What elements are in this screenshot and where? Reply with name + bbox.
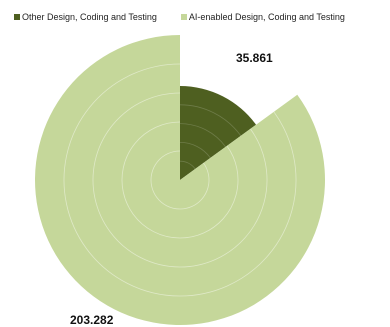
legend-swatch-other xyxy=(14,14,20,20)
grid-ring-0-0 xyxy=(179,160,196,170)
grid-ring-1-0 xyxy=(150,150,210,210)
legend-item-other: Other Design, Coding and Testing xyxy=(14,10,157,24)
data-label-ai: 203.282 xyxy=(70,313,114,327)
grid-ring-0-1 xyxy=(179,142,211,159)
grid-ring-1-1 xyxy=(121,121,239,239)
legend-label-ai: AI-enabled Design, Coding and Testing xyxy=(188,12,345,22)
pie-slice-other xyxy=(180,86,257,180)
grid-ring-1-3 xyxy=(63,63,297,297)
grid-ring-1-2 xyxy=(92,92,268,268)
pie-slices xyxy=(34,35,325,325)
pie-grid-rings xyxy=(63,63,297,297)
legend-swatch-ai xyxy=(180,14,187,20)
legend-label-other: Other Design, Coding and Testing xyxy=(22,12,157,22)
chart-legend: Other Design, Coding and Testing AI-enab… xyxy=(14,10,386,24)
grid-ring-0-2 xyxy=(179,123,226,148)
legend-item-ai: AI-enabled Design, Coding and Testing xyxy=(180,10,345,24)
data-label-other: 35.861 xyxy=(236,51,273,65)
pie-slice-ai xyxy=(34,35,325,325)
grid-ring-0-3 xyxy=(179,104,242,137)
